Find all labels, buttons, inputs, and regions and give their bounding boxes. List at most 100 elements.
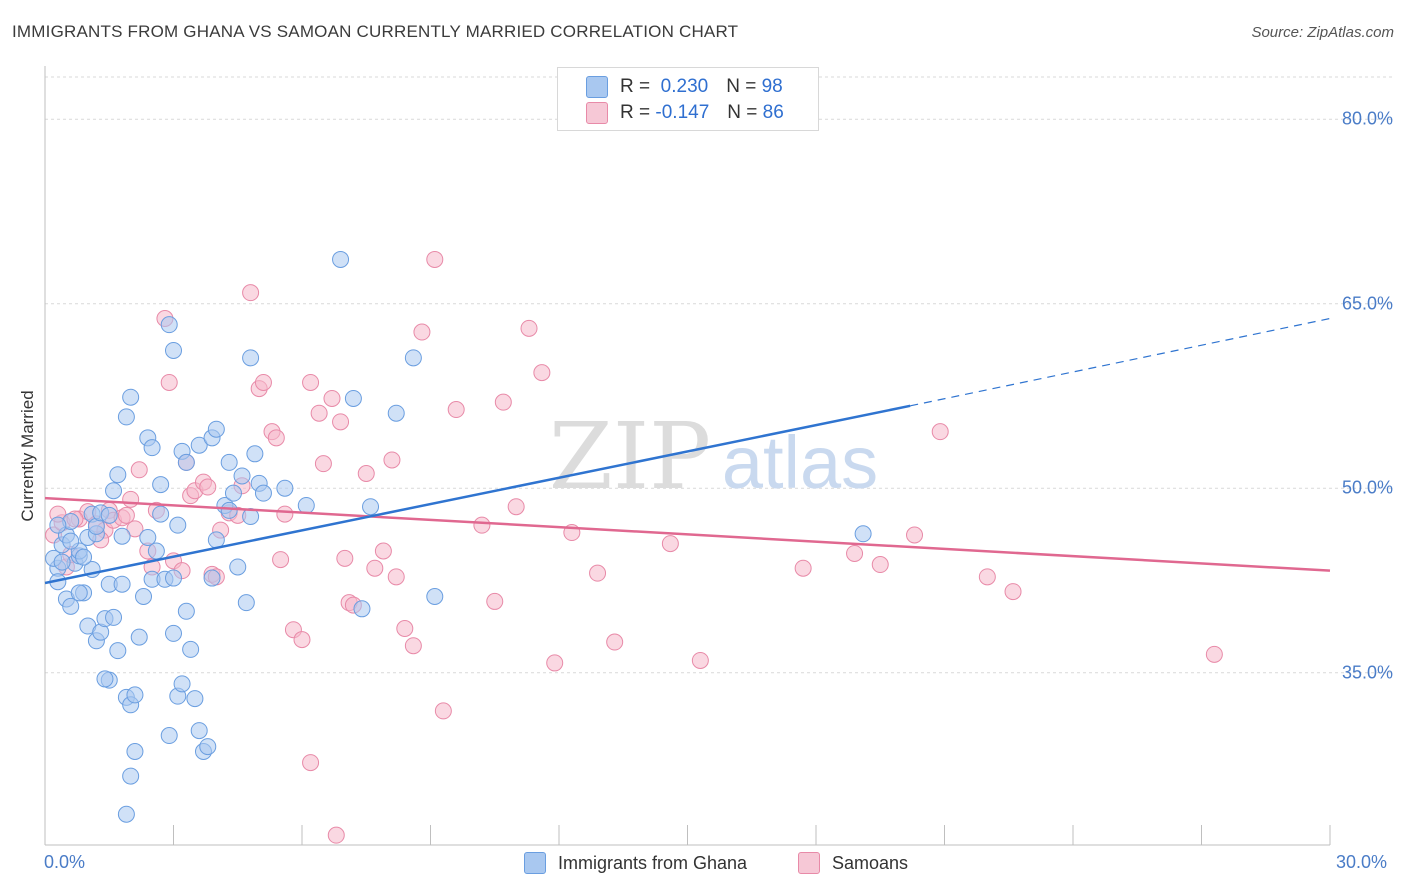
ghana-point bbox=[152, 476, 170, 494]
ghana-point bbox=[62, 532, 80, 550]
y-tick-label: 80.0% bbox=[1341, 108, 1393, 129]
samoans-point bbox=[323, 389, 341, 407]
samoans-point bbox=[332, 413, 350, 431]
ghana-point bbox=[177, 602, 195, 620]
samoans-trend-line bbox=[44, 496, 1331, 572]
legend-n-label: N = bbox=[727, 102, 758, 123]
ghana-point bbox=[177, 453, 195, 471]
samoans-point bbox=[366, 559, 384, 577]
ghana-point bbox=[126, 743, 144, 761]
ghana-point bbox=[190, 722, 208, 740]
samoans-point bbox=[906, 526, 924, 544]
samoans-point bbox=[160, 373, 178, 391]
ghana-point bbox=[387, 404, 405, 422]
ghana-point bbox=[182, 640, 200, 658]
samoans-point bbox=[199, 478, 217, 496]
ghana-point bbox=[100, 506, 118, 524]
ghana-point bbox=[130, 628, 148, 646]
ghana-point bbox=[165, 341, 182, 359]
samoans-point bbox=[931, 423, 949, 441]
ghana-point bbox=[237, 594, 255, 612]
ghana-point bbox=[122, 388, 140, 406]
ghana-point bbox=[62, 597, 80, 615]
samoans-point bbox=[447, 401, 465, 419]
samoans-point bbox=[978, 568, 996, 586]
correlation-legend: R = 0.230 N = 98 R = -0.147 N = 86 bbox=[557, 67, 819, 131]
watermark-zip: ZIP bbox=[549, 403, 711, 510]
samoans-point bbox=[589, 564, 607, 582]
ghana-point bbox=[404, 349, 422, 367]
samoans-point bbox=[404, 637, 422, 655]
samoans-point bbox=[520, 319, 538, 337]
ghana-point bbox=[353, 600, 371, 618]
ghana-trend-line bbox=[44, 404, 911, 585]
samoans-point bbox=[794, 559, 812, 577]
ghana-point bbox=[254, 484, 272, 502]
ghana-point bbox=[160, 316, 178, 334]
ghana-point bbox=[122, 767, 140, 785]
ghana-point bbox=[199, 738, 217, 756]
ghana-point bbox=[173, 675, 191, 693]
x-tick-min: 0.0% bbox=[44, 852, 86, 872]
samoans-point bbox=[871, 556, 889, 574]
samoans-point bbox=[383, 451, 401, 469]
legend-item-ghana: Immigrants from Ghana bbox=[524, 852, 747, 874]
grid-lines bbox=[45, 76, 1393, 674]
ghana-point bbox=[147, 542, 165, 560]
ghana-trend-extension bbox=[910, 317, 1331, 407]
samoans-point bbox=[310, 404, 328, 422]
ghana-point bbox=[160, 727, 178, 745]
watermark-atlas: atlas bbox=[722, 421, 878, 504]
samoans-point bbox=[426, 250, 444, 268]
ghana-point bbox=[186, 690, 204, 708]
samoans-point bbox=[314, 455, 332, 473]
ghana-point bbox=[297, 496, 315, 514]
samoans-point bbox=[1004, 583, 1022, 601]
ghana-point bbox=[113, 575, 131, 593]
ghana-point bbox=[49, 516, 67, 534]
legend-r-label: R = bbox=[620, 76, 651, 97]
ghana-point bbox=[109, 642, 127, 660]
samoans-point bbox=[473, 516, 491, 534]
ghana-point bbox=[229, 558, 247, 576]
legend-row-samoans: R = -0.147 N = 86 bbox=[586, 101, 784, 125]
samoans-point bbox=[486, 592, 504, 610]
ghana-point bbox=[139, 528, 157, 546]
ghana-point bbox=[224, 484, 242, 502]
samoans-point bbox=[374, 542, 392, 560]
ghana-point bbox=[165, 624, 182, 642]
ghana-point bbox=[207, 420, 225, 438]
chart-title: IMMIGRANTS FROM GHANA VS SAMOAN CURRENTL… bbox=[12, 22, 739, 41]
legend-swatch-pink bbox=[586, 102, 608, 124]
ghana-point bbox=[152, 505, 170, 523]
legend-r-value: 0.230 bbox=[660, 76, 709, 97]
ghana-point bbox=[854, 525, 872, 543]
samoans-point bbox=[494, 393, 512, 411]
watermark: ZIP atlas bbox=[549, 403, 878, 510]
samoans-point bbox=[126, 520, 144, 538]
y-tick-label: 35.0% bbox=[1341, 662, 1393, 683]
ghana-point bbox=[113, 527, 131, 545]
y-tick-label: 50.0% bbox=[1341, 477, 1393, 498]
samoans-point bbox=[691, 651, 709, 669]
ghana-point bbox=[117, 805, 135, 823]
samoans-point bbox=[606, 633, 624, 651]
samoans-point bbox=[846, 544, 864, 562]
ghana-point bbox=[105, 482, 123, 500]
ghana-point bbox=[332, 250, 350, 268]
ghana-point bbox=[426, 588, 444, 606]
legend-label-ghana: Immigrants from Ghana bbox=[558, 852, 748, 873]
legend-r-label: R = bbox=[620, 102, 651, 123]
samoans-point bbox=[336, 549, 354, 567]
legend-swatch-blue bbox=[524, 852, 546, 874]
samoans-point bbox=[254, 373, 272, 391]
ghana-point bbox=[117, 408, 135, 426]
x-tick-max: 30.0% bbox=[1336, 852, 1388, 872]
ghana-point bbox=[70, 584, 88, 602]
samoans-point bbox=[661, 535, 679, 553]
samoans-point bbox=[327, 826, 345, 844]
samoans-point bbox=[117, 506, 135, 524]
ghana-point bbox=[220, 501, 238, 519]
ghana-point bbox=[242, 349, 260, 367]
